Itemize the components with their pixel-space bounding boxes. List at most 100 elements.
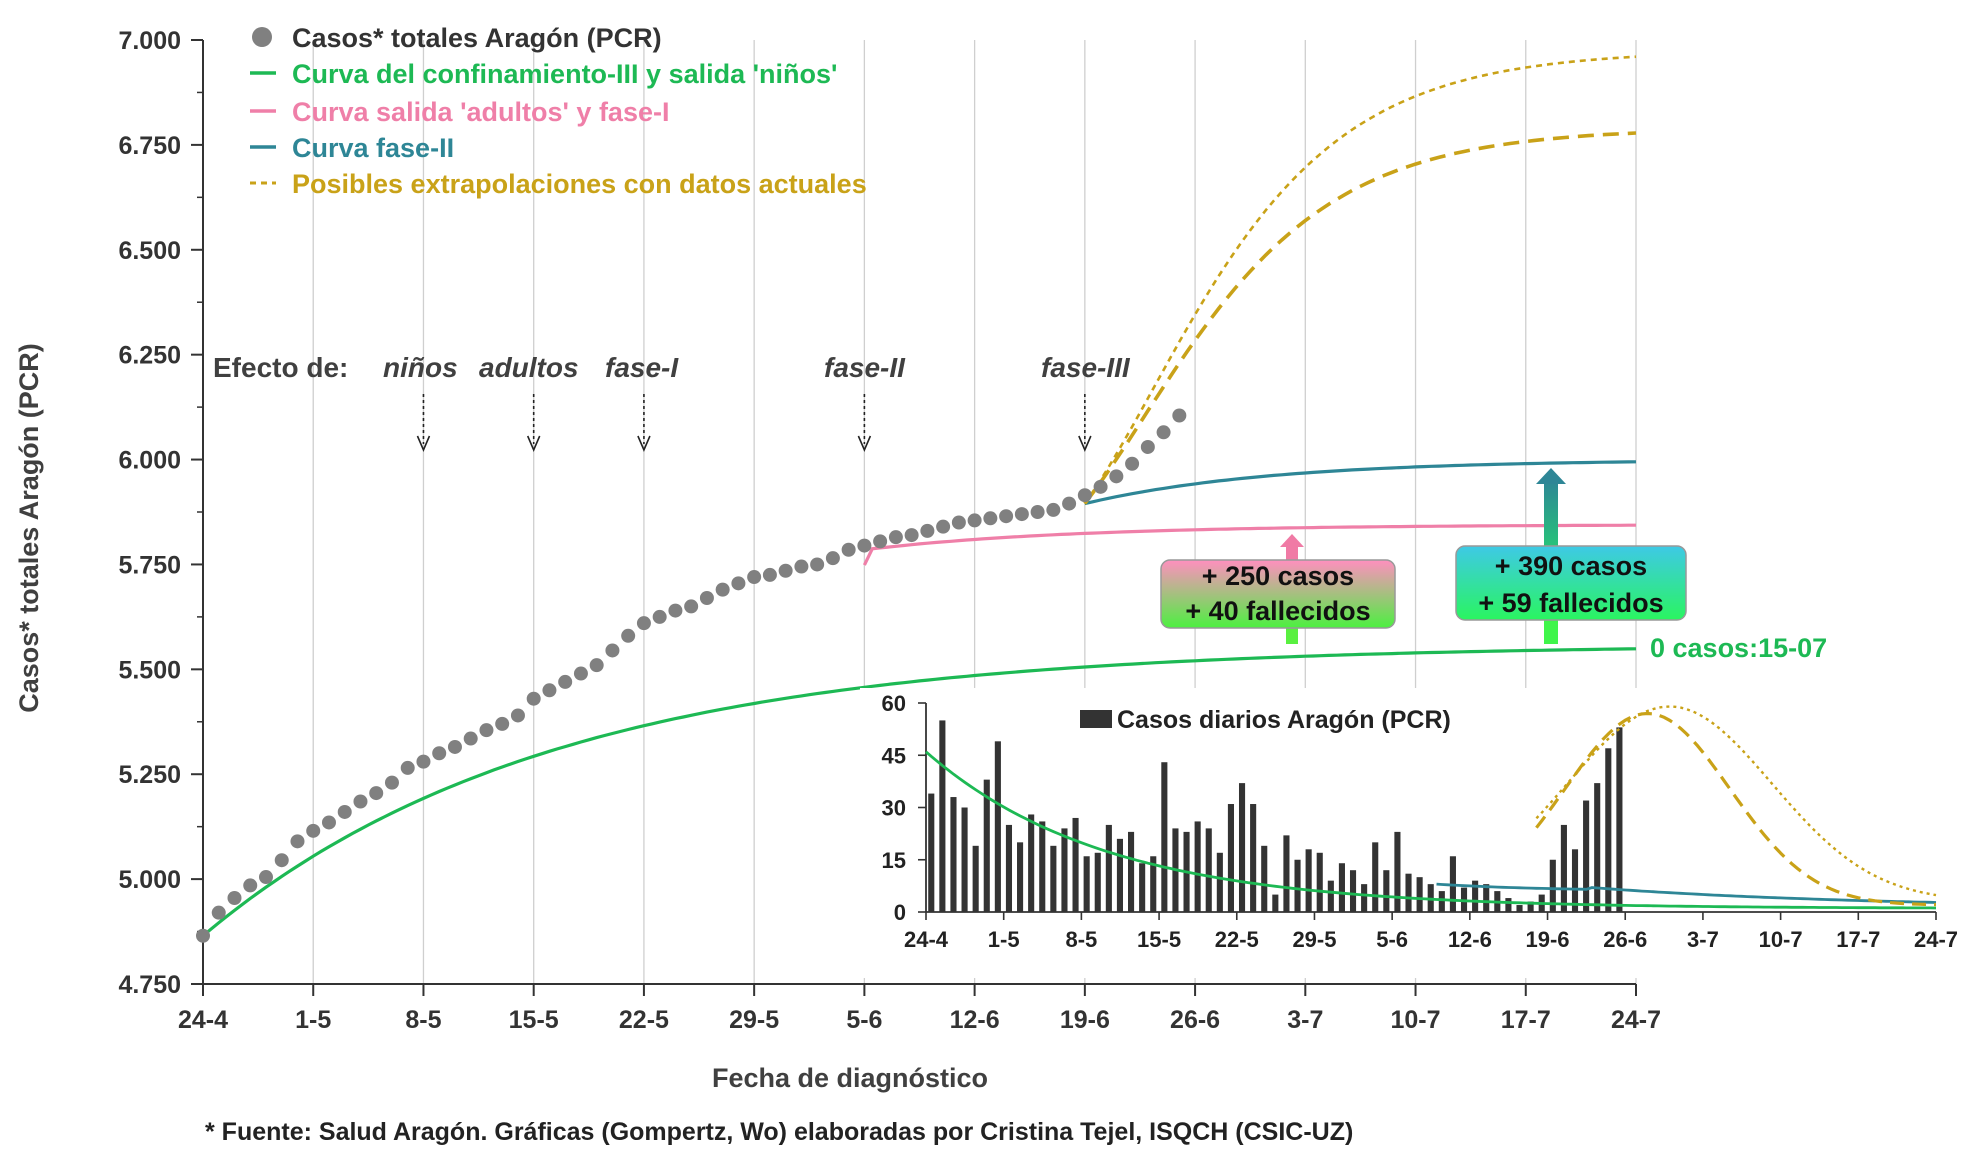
inset-bar (1139, 863, 1146, 912)
data-point (951, 515, 966, 530)
inset-bar (1094, 852, 1101, 912)
data-point (636, 616, 651, 631)
data-point (558, 674, 573, 689)
x-tick-label: 24-7 (1611, 1006, 1661, 1034)
data-point (290, 834, 305, 849)
inset-bar (1061, 828, 1068, 912)
data-point (211, 905, 226, 920)
inset-x-tick-label: 8-5 (1065, 927, 1097, 952)
arrow-pink-head (1280, 534, 1304, 547)
data-point (810, 557, 825, 572)
effect-arrow-head (1078, 435, 1092, 453)
data-point (337, 804, 352, 819)
inset-bar (928, 793, 935, 912)
legend-marker-dot (252, 27, 272, 47)
data-point (967, 513, 982, 528)
box-250-line2: + 40 fallecidos (1185, 596, 1370, 626)
increase-annotations: + 250 casos + 40 fallecidos + 390 casos + 5… (1160, 468, 1827, 663)
inset-x-tick-label: 22-5 (1215, 927, 1259, 952)
inset-bar (1305, 849, 1312, 912)
inset-bar (1594, 783, 1601, 912)
inset-bar (1405, 873, 1412, 912)
inset-bar (1338, 863, 1345, 912)
inset-bar (1349, 870, 1357, 912)
inset-x-tick-label: 12-6 (1448, 927, 1492, 952)
curve-confinamiento-iii (201, 647, 1637, 938)
effect-adultos: adultos (479, 352, 579, 383)
data-point (825, 551, 840, 566)
data-point (936, 519, 951, 534)
data-point (353, 794, 368, 809)
x-tick-label: 10-7 (1391, 1006, 1441, 1034)
data-point (384, 775, 399, 790)
inset-bar (1150, 856, 1157, 912)
data-point (510, 708, 525, 723)
inset-bar (1438, 891, 1445, 912)
effect-arrow-head (857, 435, 872, 453)
inset-bar (1216, 852, 1223, 912)
data-point (1062, 496, 1077, 511)
inset-x-tick-label: 10-7 (1759, 927, 1803, 952)
legend-entry: Curva fase-II (292, 133, 454, 163)
legend-entry: Posibles extrapolaciones con datos actua… (292, 169, 867, 199)
data-point (1077, 488, 1092, 503)
inset-bar (1227, 804, 1234, 912)
inset-bar (1161, 762, 1168, 912)
inset-bar (1483, 884, 1490, 912)
data-point (857, 538, 872, 553)
data-point (1093, 479, 1108, 494)
data-point (479, 723, 494, 738)
inset-bar (1549, 859, 1556, 912)
y-tick-label: 5.750 (118, 551, 181, 579)
main-data-points (196, 408, 1187, 943)
inset-bar (1128, 831, 1135, 912)
data-point (463, 731, 478, 746)
data-point (778, 563, 793, 578)
data-point (1156, 425, 1171, 440)
effect-fase-III: fase-III (1041, 352, 1131, 383)
inset-x-tick-label: 17-7 (1836, 927, 1880, 952)
x-tick-label: 3-7 (1287, 1006, 1323, 1034)
data-point (432, 746, 447, 761)
data-point (400, 760, 415, 775)
inset-bar (1605, 748, 1612, 912)
x-tick-label: 12-6 (950, 1006, 1000, 1034)
inset-bar (972, 845, 979, 912)
inset-bar (1050, 845, 1057, 912)
y-tick-label: 7.000 (118, 27, 181, 55)
data-point (1030, 505, 1045, 519)
inset-y-tick-label: 0 (894, 900, 906, 925)
inset-bar (1116, 838, 1124, 912)
data-point (306, 823, 321, 838)
inset-x-tick-label: 3-7 (1687, 927, 1719, 952)
x-axis-title: Fecha de diagnóstico (712, 1063, 988, 1093)
x-tick-label: 19-6 (1060, 1006, 1110, 1034)
data-point (196, 928, 210, 943)
data-point (1014, 507, 1029, 522)
x-tick-label: 1-5 (295, 1006, 331, 1034)
main-fit-curves (201, 55, 1637, 938)
inset-curve-gold-dotted (1535, 705, 1937, 897)
box-390-line1: + 390 casos (1495, 551, 1647, 581)
data-point (841, 542, 856, 557)
data-point (589, 658, 604, 673)
data-point (495, 716, 510, 731)
zero-cases-label: 0 casos:15-07 (1650, 633, 1827, 663)
data-point (1140, 439, 1155, 454)
data-point (668, 603, 683, 618)
data-point (369, 786, 384, 801)
y-tick-label: 6.250 (118, 342, 181, 370)
effect-fase-II: fase-II (824, 352, 906, 383)
arrow-pink-shaft (1286, 545, 1298, 560)
data-point (873, 534, 888, 549)
data-point (526, 691, 541, 706)
data-point (1125, 456, 1140, 471)
box-250-line1: + 250 casos (1202, 561, 1354, 591)
curve-extrapolation-1 (1083, 131, 1637, 505)
inset-bar (1283, 835, 1290, 912)
inset-y-tick-label: 45 (882, 743, 906, 768)
effect-fase-I: fase-I (605, 352, 679, 383)
inset-bar (1527, 901, 1534, 912)
inset-bar (1327, 880, 1334, 912)
